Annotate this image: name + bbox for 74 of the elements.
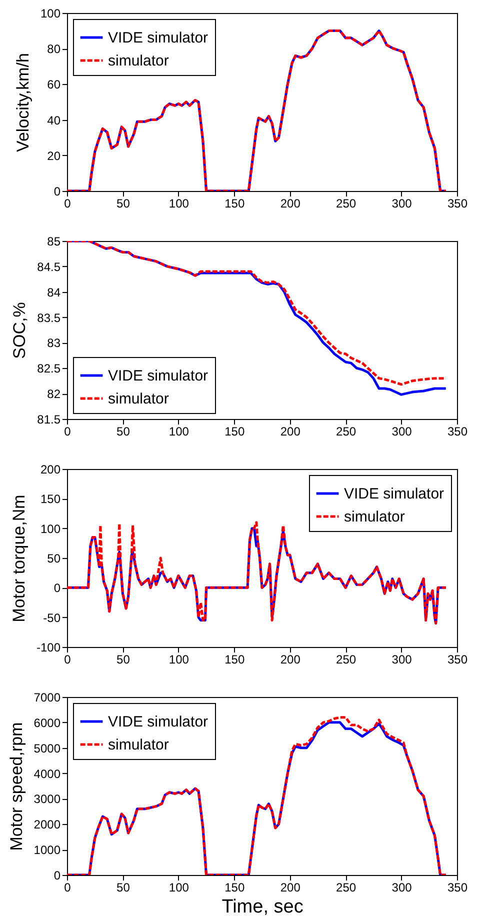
x-tick-label: 50 <box>116 652 130 666</box>
x-tick-label: 0 <box>64 196 72 210</box>
y-tick-label: 5000 <box>34 741 61 756</box>
x-tick-label: 200 <box>280 652 301 666</box>
y-tick-label: 83.5 <box>37 310 61 325</box>
legend-label: simulator <box>108 736 169 754</box>
x-tick-label: 250 <box>336 424 356 438</box>
x-tick-label: 250 <box>336 880 356 894</box>
y-tick-label: 0 <box>54 184 61 198</box>
y-tick-label: 80 <box>47 42 61 56</box>
x-tick-label: 150 <box>224 652 245 666</box>
y-tick-label: 200 <box>40 462 61 476</box>
legend-label: simulator <box>344 508 405 526</box>
x-tick-label: 200 <box>280 424 301 438</box>
y-tick-label: -100 <box>36 640 61 654</box>
x-tick-label: 250 <box>336 652 356 666</box>
y-tick-label: 84.5 <box>37 260 61 274</box>
x-tick-label: 300 <box>392 196 412 210</box>
y-tick-label: 100 <box>40 6 61 20</box>
y-tick-label: 150 <box>40 492 61 506</box>
x-tick-label: 50 <box>116 880 130 894</box>
y-axis-title: SOC,% <box>10 302 30 359</box>
x-axis-title: Time, sec <box>222 896 304 916</box>
y-tick-label: 83 <box>47 336 61 350</box>
x-tick-label: 350 <box>447 880 468 894</box>
x-tick-label: 100 <box>168 424 190 438</box>
x-tick-label: 300 <box>392 424 412 438</box>
x-tick-label: 0 <box>64 880 72 894</box>
legend-label: simulator <box>108 52 169 70</box>
y-tick-label: 1000 <box>34 843 61 858</box>
legend-label: VIDE simulator <box>108 714 208 730</box>
legend-label: VIDE simulator <box>108 30 208 46</box>
x-tick-label: 100 <box>168 880 190 894</box>
x-tick-label: 50 <box>116 196 130 210</box>
y-tick-label: 20 <box>47 148 61 163</box>
y-tick-label: 82 <box>47 387 61 402</box>
x-tick-label: 0 <box>64 652 72 666</box>
x-tick-label: 50 <box>116 424 130 438</box>
y-tick-label: 81.5 <box>37 412 61 426</box>
y-tick-label: 7000 <box>34 690 61 704</box>
x-tick-label: 350 <box>447 652 468 666</box>
x-tick-label: 350 <box>447 196 468 210</box>
y-tick-label: 0 <box>54 868 61 882</box>
x-tick-label: 150 <box>224 424 245 438</box>
x-tick-label: 300 <box>392 652 412 666</box>
x-tick-label: 300 <box>392 880 412 894</box>
x-tick-label: 200 <box>280 880 301 894</box>
x-tick-label: 0 <box>64 424 72 438</box>
x-tick-label: 350 <box>447 424 468 438</box>
y-tick-label: 0 <box>54 581 61 596</box>
y-tick-label: 40 <box>47 113 61 128</box>
legend-label: VIDE simulator <box>344 486 444 502</box>
x-tick-label: 250 <box>336 196 356 210</box>
x-tick-label: 150 <box>224 880 245 894</box>
x-tick-label: 150 <box>224 196 245 210</box>
legend-label: simulator <box>108 390 169 408</box>
y-tick-label: 100 <box>40 522 61 536</box>
legend-label: VIDE simulator <box>108 368 208 384</box>
y-axis-title: Motor speed,rpm <box>6 722 26 851</box>
y-axis-title: Motor torque,Nm <box>9 494 28 622</box>
y-tick-label: 50 <box>47 552 61 566</box>
y-tick-label: 85 <box>47 234 61 248</box>
y-axis-title: Velocity,km/h <box>13 53 32 152</box>
y-tick-label: -50 <box>43 610 61 625</box>
x-tick-label: 100 <box>168 652 190 666</box>
y-tick-label: 60 <box>47 78 61 92</box>
y-tick-label: 82.5 <box>37 362 61 376</box>
x-tick-label: 100 <box>168 196 190 210</box>
y-tick-label: 4000 <box>34 766 61 781</box>
y-tick-label: 2000 <box>34 818 61 832</box>
y-tick-label: 6000 <box>34 716 61 730</box>
x-tick-label: 200 <box>280 196 301 210</box>
y-tick-label: 84 <box>47 285 61 300</box>
y-tick-label: 3000 <box>34 792 61 806</box>
